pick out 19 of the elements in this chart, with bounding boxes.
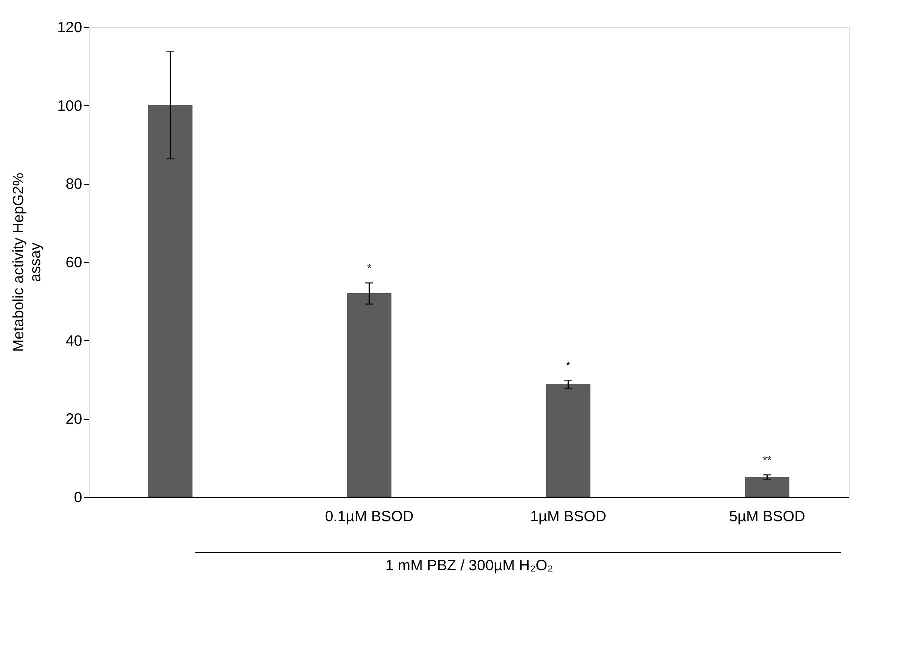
data-label: ** [763,455,772,468]
y-tick-label: 0 [74,490,82,506]
bar [148,105,193,498]
data-label: * [367,263,372,276]
bar [745,477,790,498]
y-tick-label: 20 [66,411,82,428]
y-tick-label: 80 [66,176,82,194]
y-tick-label: 60 [66,254,82,272]
y-tick-label: 100 [57,98,82,115]
y-tick-label: 120 [57,20,82,36]
x-axis-title: 1 mM PBZ / 300µM H₂O₂ [386,558,554,574]
y-axis-title: Metabolic activity HepG2% assay [10,172,44,352]
x-tick-label: 5µM BSOD [729,508,806,526]
data-label: * [566,360,572,373]
x-tick-label: 1µM BSOD [530,508,607,526]
y-tick-label: 40 [66,332,82,350]
x-tick-label: 0.1µM BSOD [325,508,414,526]
bar [347,293,392,498]
bar [546,384,591,498]
